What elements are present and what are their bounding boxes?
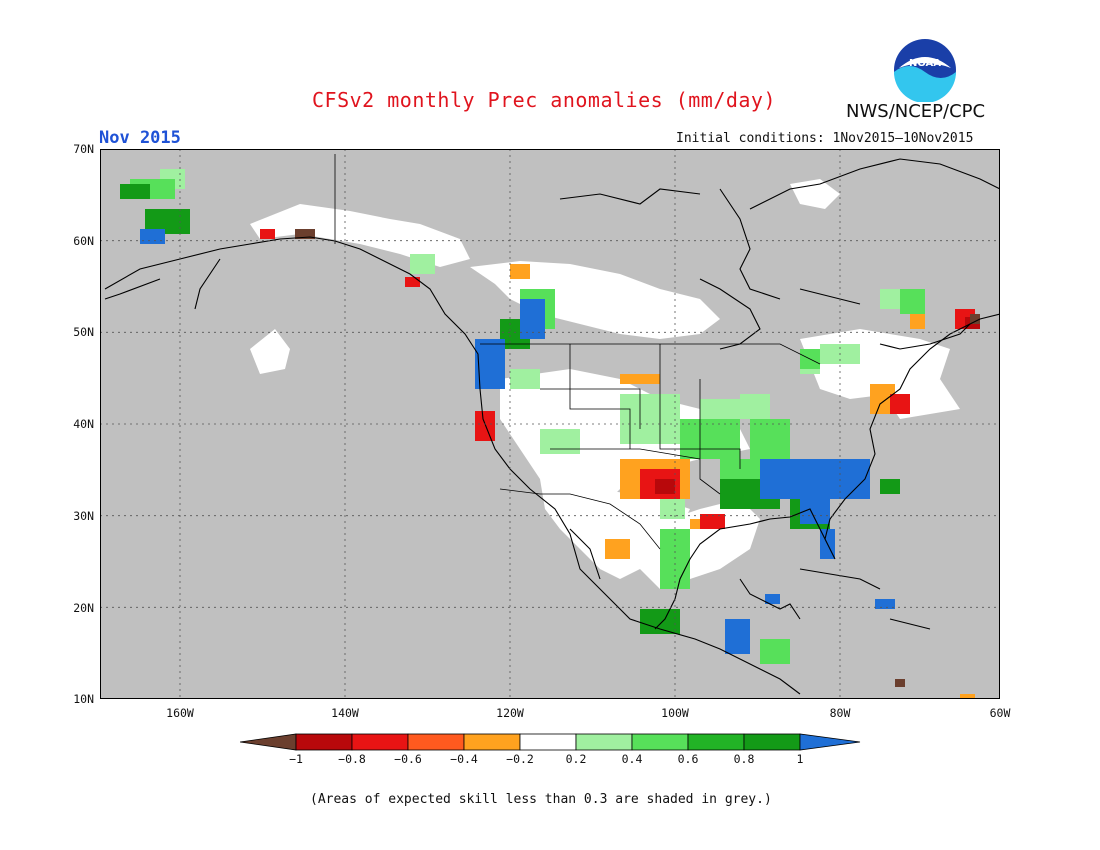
anomaly-map [100, 149, 1000, 699]
lat-label: 10N [73, 692, 94, 707]
legend-label: −1 [289, 752, 303, 766]
legend-label: −0.2 [506, 752, 534, 766]
legend-cell [743, 733, 801, 751]
lon-label: 140W [331, 706, 359, 720]
agency-label: NWS/NCEP/CPC [846, 101, 986, 122]
lat-label: 20N [73, 600, 94, 615]
forecast-month: Nov 2015 [99, 128, 181, 148]
lon-label: 80W [829, 706, 851, 720]
legend-cell [575, 733, 633, 751]
legend-low-arrow [240, 733, 297, 751]
lon-label: 100W [661, 706, 689, 720]
legend-label: 0.8 [733, 752, 755, 766]
lon-label: 120W [496, 706, 524, 720]
noaa-logo: NOAA [894, 39, 956, 102]
legend-cell [463, 733, 521, 751]
legend-cell [351, 733, 409, 751]
borders [334, 154, 821, 550]
brown-regions [295, 229, 980, 687]
lon-label: 160W [166, 706, 194, 720]
legend-label: 0.2 [565, 752, 587, 766]
legend-cell [631, 733, 689, 751]
lat-label: 70N [73, 142, 94, 156]
lat-label: 30N [73, 508, 94, 523]
legend-label: −0.8 [338, 752, 366, 766]
lon-label: 60W [989, 706, 1011, 720]
noaa-logo-text: NOAA [909, 58, 941, 69]
coastlines [104, 158, 1000, 695]
skill-footnote: (Areas of expected skill less than 0.3 a… [310, 792, 772, 807]
legend-label: 0.4 [621, 752, 643, 766]
grid [100, 149, 1000, 699]
legend-label: −0.6 [394, 752, 422, 766]
color-legend [240, 733, 861, 751]
lat-label: 60N [73, 233, 94, 248]
legend-cell [519, 733, 577, 751]
legend-cell [295, 733, 353, 751]
legend-label: −0.4 [450, 752, 478, 766]
lat-label: 40N [73, 417, 94, 432]
legend-cell [687, 733, 745, 751]
legend-label: 1 [796, 752, 804, 766]
legend-label: 0.6 [677, 752, 699, 766]
chart-title: CFSv2 monthly Prec anomalies (mm/day) [312, 88, 777, 112]
legend-high-arrow [799, 733, 861, 751]
legend-cell [407, 733, 465, 751]
initial-conditions: Initial conditions: 1Nov2015–10Nov2015 [676, 131, 974, 146]
lat-label: 50N [73, 325, 94, 340]
